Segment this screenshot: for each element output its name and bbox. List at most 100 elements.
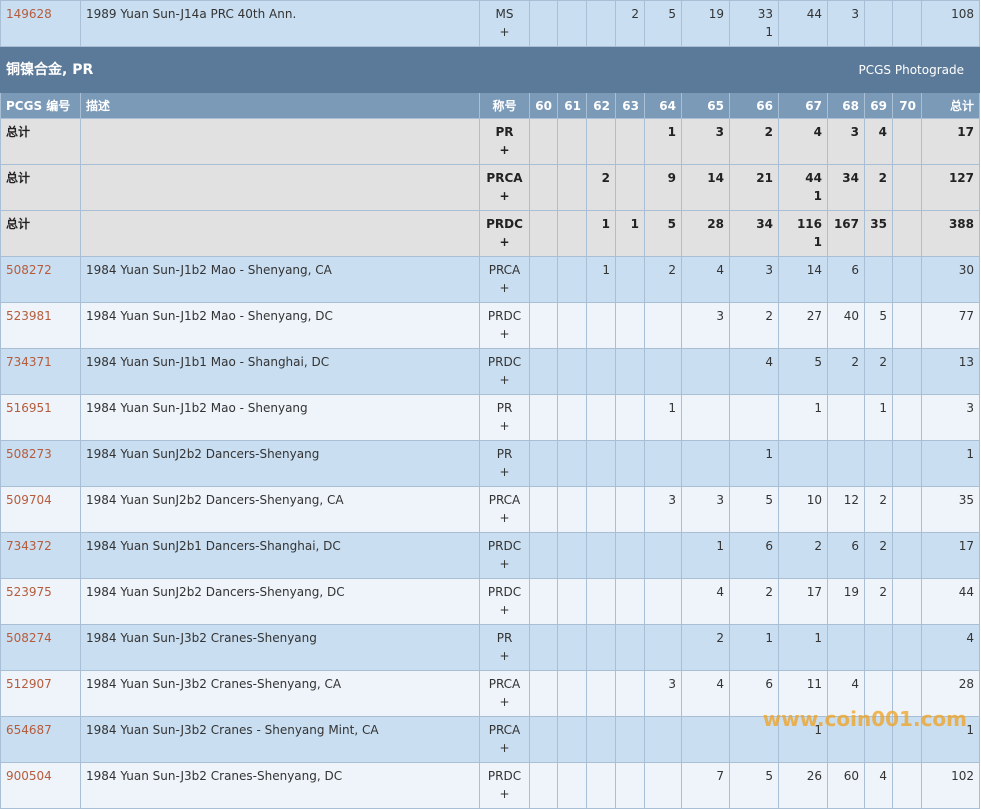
- section-row: 铜镍合金, PR PCGS Photograde: [0, 46, 980, 93]
- count-cell: [529, 164, 558, 211]
- pcgs-link[interactable]: 654687: [6, 723, 52, 737]
- photograde-link[interactable]: PCGS Photograde: [858, 62, 964, 77]
- desc-cell: 1984 Yuan SunJ2b2 Dancers-Shenyang: [80, 440, 480, 487]
- count: 19: [708, 7, 724, 21]
- count-cell: [864, 670, 893, 717]
- total-cell: 28: [921, 670, 980, 717]
- count-cell: 3: [681, 118, 730, 165]
- count-cell: [892, 210, 922, 257]
- pcgs-link[interactable]: 516951: [6, 401, 52, 415]
- count: 2: [716, 631, 724, 645]
- count-cell: [529, 394, 558, 441]
- count: 4: [765, 355, 773, 369]
- count-cell: [681, 348, 730, 395]
- count-cell: 5: [778, 348, 828, 395]
- total-cell: 102: [921, 762, 980, 809]
- count-cell: [586, 716, 616, 763]
- desc-cell: 1984 Yuan Sun-J3b2 Cranes-Shenyang, CA: [80, 670, 480, 717]
- desc-cell: 1984 Yuan SunJ2b1 Dancers-Shanghai, DC: [80, 532, 480, 579]
- count-cell: [827, 440, 865, 487]
- data-row: 734371 1984 Yuan Sun-J1b1 Mao - Shanghai,…: [0, 348, 980, 395]
- count-cell: [778, 440, 828, 487]
- count-cell: [586, 624, 616, 671]
- data-row: 516951 1984 Yuan Sun-J1b2 Mao - Shenyang P…: [0, 394, 980, 441]
- count-cell: 4: [827, 670, 865, 717]
- count-cell: [586, 486, 616, 533]
- total-cell: 35: [921, 486, 980, 533]
- count: 5: [814, 355, 822, 369]
- count-cell: [644, 348, 682, 395]
- count-cell: [557, 486, 587, 533]
- grade: PRDC: [487, 355, 522, 369]
- count-cell: [615, 578, 645, 625]
- desc-cell: 1989 Yuan Sun-J14a PRC 40th Ann.: [80, 0, 480, 47]
- column-header: 60: [529, 92, 558, 119]
- count-cell: [892, 440, 922, 487]
- description: 1984 Yuan SunJ2b2 Dancers-Shenyang, CA: [86, 493, 344, 507]
- count-cell: 28: [681, 210, 730, 257]
- pcgs-link[interactable]: 509704: [6, 493, 52, 507]
- count-cell: 167: [827, 210, 865, 257]
- description: 1984 Yuan Sun-J1b2 Mao - Shenyang, DC: [86, 309, 333, 323]
- plus: +: [499, 465, 510, 479]
- column-header: 62: [586, 92, 616, 119]
- desc-cell: 1984 Yuan Sun-J1b2 Mao - Shenyang, DC: [80, 302, 480, 349]
- grade-cell: PRCA +: [479, 486, 530, 533]
- id-cell: 512907: [0, 670, 81, 717]
- grade-cell: PRCA +: [479, 164, 530, 211]
- pcgs-link[interactable]: 900504: [6, 769, 52, 783]
- count-cell: 19: [681, 0, 730, 47]
- count-cell: 2: [864, 532, 893, 579]
- id-cell: 总计: [0, 210, 81, 257]
- pcgs-link[interactable]: 523981: [6, 309, 52, 323]
- count: 116: [796, 217, 822, 231]
- count-cell: 5: [729, 762, 779, 809]
- total-cell: 127: [921, 164, 980, 211]
- count-cell: [586, 670, 616, 717]
- description: 1984 Yuan Sun-J1b2 Mao - Shenyang: [86, 401, 308, 415]
- count-cell: [586, 348, 616, 395]
- grade: MS: [495, 7, 514, 21]
- pcgs-link[interactable]: 508274: [6, 631, 52, 645]
- count-cell: [529, 302, 558, 349]
- grade-cell: PRCA +: [479, 716, 530, 763]
- count-cell: [892, 302, 922, 349]
- grade: PR: [495, 125, 514, 139]
- count-cell: [586, 440, 616, 487]
- count-cell: [557, 348, 587, 395]
- count-cell: [892, 118, 922, 165]
- plus: +: [499, 603, 510, 617]
- count-cell: [892, 394, 922, 441]
- count: 5: [667, 217, 676, 231]
- pcgs-link[interactable]: 512907: [6, 677, 52, 691]
- grade-cell: PRDC +: [479, 578, 530, 625]
- count-cell: [586, 578, 616, 625]
- count-cell: [644, 762, 682, 809]
- plus-count: 1: [813, 235, 822, 249]
- count-cell: 2: [864, 578, 893, 625]
- pcgs-link[interactable]: 508272: [6, 263, 52, 277]
- count-cell: [615, 716, 645, 763]
- pcgs-link[interactable]: 508273: [6, 447, 52, 461]
- pcgs-link[interactable]: 523975: [6, 585, 52, 599]
- count-cell: [892, 762, 922, 809]
- count-cell: 5: [644, 210, 682, 257]
- count: 1: [601, 217, 610, 231]
- grade-cell: PRDC +: [479, 532, 530, 579]
- pcgs-link[interactable]: 149628: [6, 7, 52, 21]
- count: 3: [765, 263, 773, 277]
- count-cell: [892, 348, 922, 395]
- count: 2: [878, 171, 887, 185]
- description: 1984 Yuan SunJ2b2 Dancers-Shenyang: [86, 447, 320, 461]
- count: 9: [667, 171, 676, 185]
- column-header: 描述: [80, 92, 480, 119]
- pcgs-link[interactable]: 734371: [6, 355, 52, 369]
- pcgs-link[interactable]: 734372: [6, 539, 52, 553]
- count-cell: 5: [864, 302, 893, 349]
- count-cell: [529, 716, 558, 763]
- description: 1984 Yuan Sun-J3b2 Cranes-Shenyang, DC: [86, 769, 343, 783]
- count: 1: [814, 401, 822, 415]
- count-cell: 3: [644, 486, 682, 533]
- count-cell: [529, 762, 558, 809]
